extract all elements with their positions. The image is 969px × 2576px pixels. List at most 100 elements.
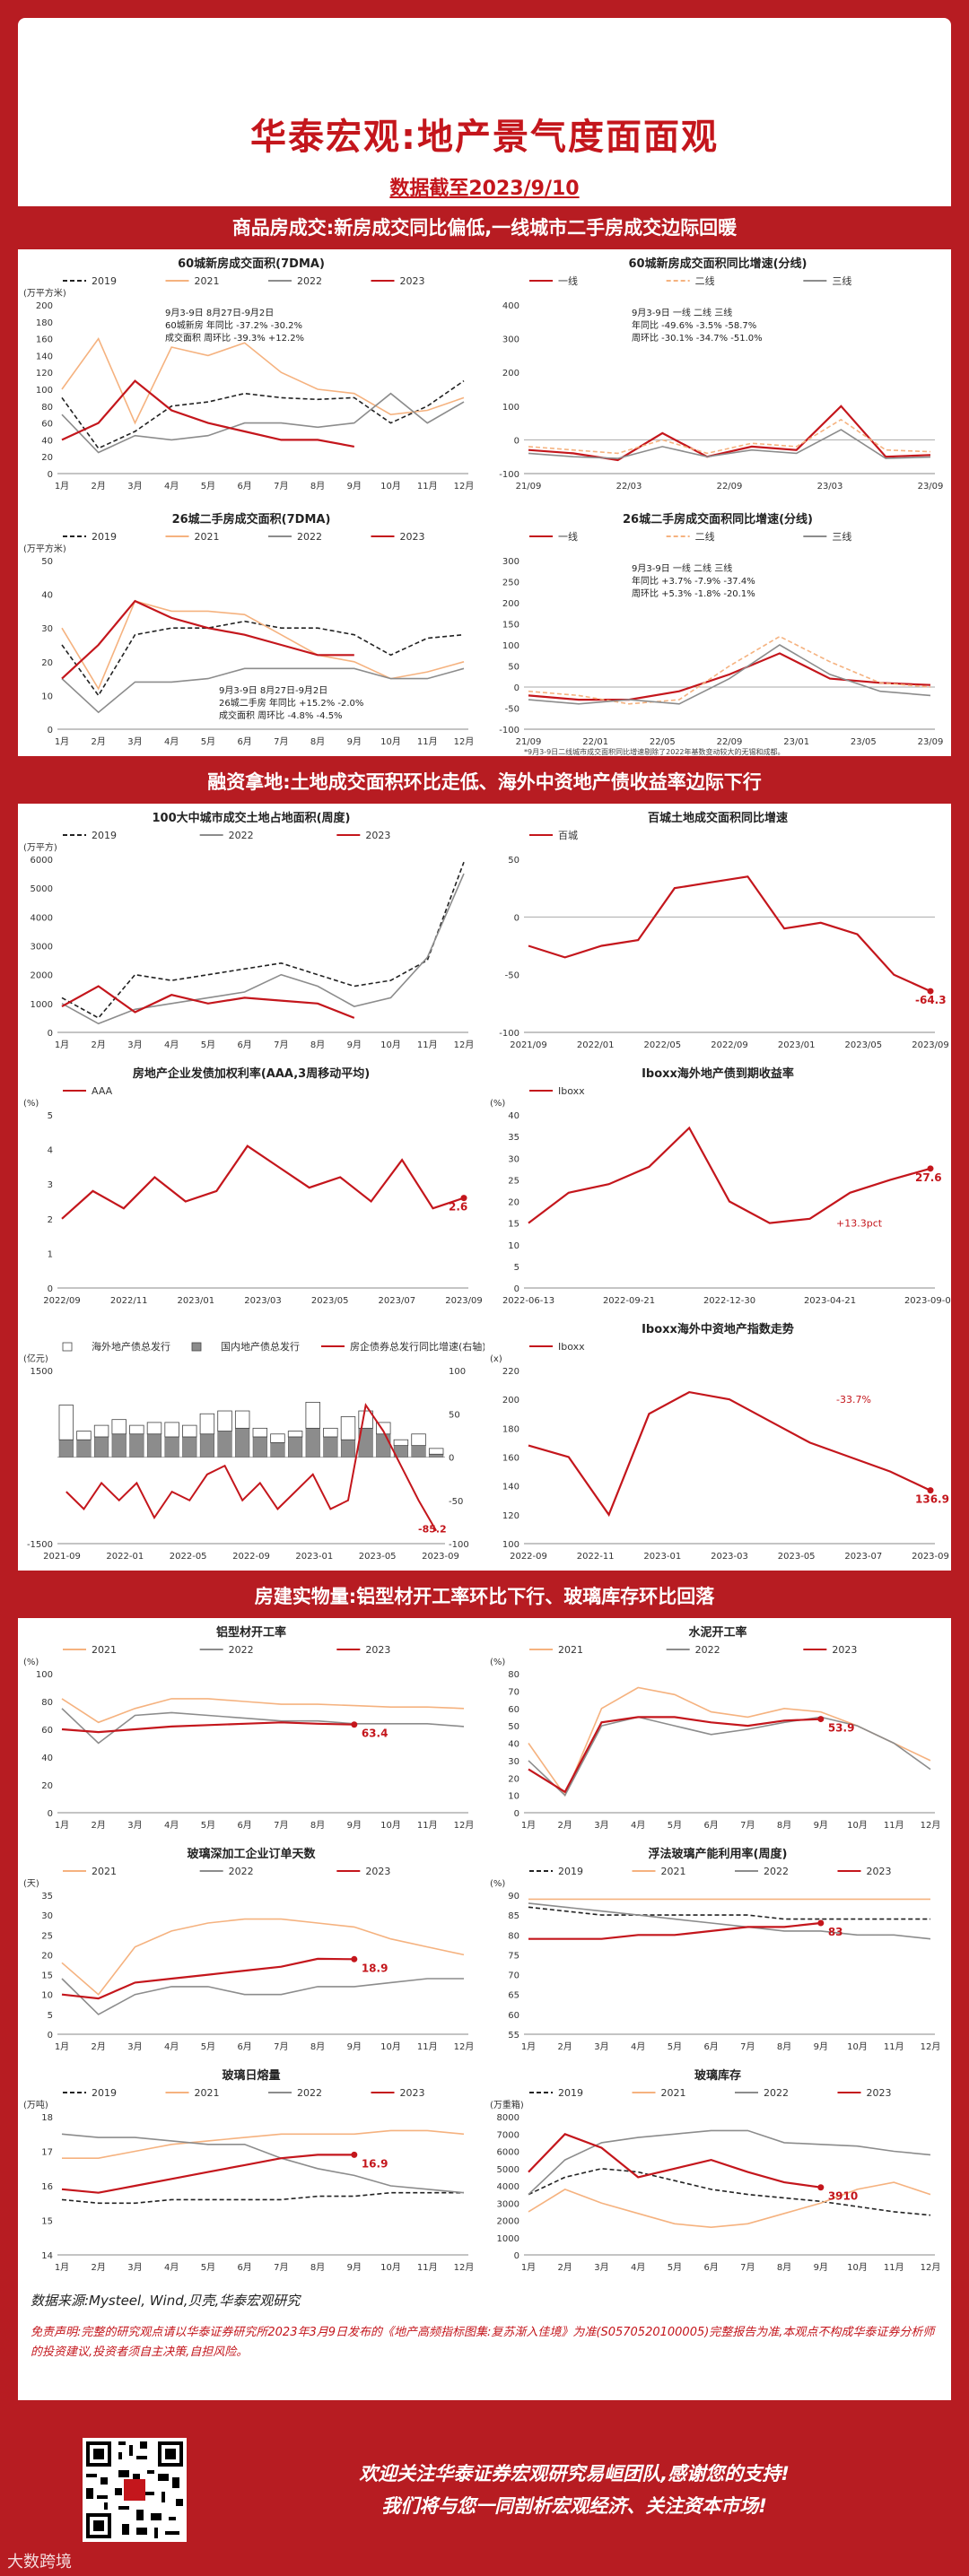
chart-title: 26城二手房成交面积(7DMA) bbox=[172, 512, 331, 527]
annotation-line: 年同比 +3.7% -7.9% -37.4% bbox=[632, 575, 755, 587]
x-tick-label: 11月 bbox=[417, 1040, 438, 1050]
x-tick-label: 4月 bbox=[631, 2041, 645, 2052]
y-tick-label: 3 bbox=[48, 1180, 53, 1190]
y-tick-label: 0 bbox=[48, 1284, 53, 1294]
axis-unit: (天) bbox=[23, 1879, 39, 1889]
bar-overseas bbox=[76, 1431, 92, 1440]
legend-label: 百城 bbox=[558, 830, 578, 841]
legend-label: 二线 bbox=[695, 530, 715, 543]
x-tick-label: 7月 bbox=[274, 736, 288, 747]
x-tick-label: 6月 bbox=[237, 1040, 251, 1050]
y-tick-label: 20 bbox=[41, 453, 53, 463]
x-tick-label: 1月 bbox=[55, 1040, 69, 1050]
y-tick-label: 10 bbox=[508, 1241, 519, 1251]
x-tick-label: 2022-05 bbox=[170, 1552, 207, 1562]
y-tick-label: 20 bbox=[508, 1198, 519, 1208]
x-tick-label: 6月 bbox=[237, 736, 251, 747]
x-tick-label: 4月 bbox=[164, 1820, 179, 1831]
chart-new-home-yoy: 60城新房成交面积同比增速(分线) 一线 二线 三线 -100 0 100 200 300 400… bbox=[499, 257, 943, 492]
end-marker bbox=[927, 1487, 934, 1494]
x-tick-label: 11月 bbox=[417, 2041, 438, 2052]
footer-source: 数据来源:Mysteel, Wind,贝壳,华泰宏观研究 bbox=[18, 2282, 951, 2318]
y-tick-label: 25 bbox=[41, 1931, 53, 1941]
y-tick-label: 90 bbox=[508, 1892, 519, 1902]
y2-tick-label: -100 bbox=[449, 1540, 469, 1550]
end-label: 53.9 bbox=[828, 1722, 855, 1735]
bar-overseas bbox=[164, 1422, 179, 1438]
bar-overseas bbox=[393, 1439, 409, 1447]
series-line-2019 bbox=[61, 2191, 464, 2205]
y-tick-label: 2000 bbox=[31, 971, 53, 981]
chart-iboxx-index: Iboxx海外中资地产指数走势 (x) Iboxx 100 120 140 160 180 20… bbox=[490, 1322, 949, 1562]
x-tick-label: 7月 bbox=[274, 2041, 288, 2052]
footer-disclaimer: 免责声明:完整的研究观点请以华泰证券研究所2023年3月9日发布的《地产高频指标… bbox=[18, 2318, 951, 2400]
bar-overseas bbox=[252, 1427, 268, 1438]
x-tick-label: 4月 bbox=[164, 736, 179, 747]
y-tick-label: 80 bbox=[508, 1931, 519, 1941]
x-tick-label: 2月 bbox=[92, 2041, 106, 2052]
bar-domestic bbox=[129, 1433, 144, 1458]
axis-unit: (亿元) bbox=[23, 1353, 48, 1364]
legend-label: 2022 bbox=[297, 531, 322, 543]
x-tick-label: 2023/03 bbox=[244, 1296, 282, 1306]
x-tick-label: 11月 bbox=[884, 2262, 904, 2273]
y2-tick-label: 0 bbox=[449, 1454, 454, 1464]
y-tick-label: 55 bbox=[508, 2031, 519, 2041]
x-tick-label: 8月 bbox=[310, 1040, 325, 1050]
series-line-2021 bbox=[61, 1698, 465, 1724]
y-tick-label: 30 bbox=[508, 1757, 519, 1767]
x-tick-label: 11月 bbox=[417, 736, 438, 747]
slogan-1: 欢迎关注华泰证券宏观研究易峘团队,感谢您的支持! bbox=[359, 2463, 790, 2485]
x-tick-label: 6月 bbox=[703, 1820, 718, 1831]
y-tick-label: -100 bbox=[499, 726, 519, 735]
legend-label: 2021 bbox=[92, 1644, 117, 1656]
x-tick-label: 2022-01 bbox=[106, 1552, 144, 1562]
bar-overseas bbox=[146, 1422, 162, 1435]
y2-tick-label: -50 bbox=[449, 1497, 463, 1507]
legend-label: 二线 bbox=[695, 274, 715, 287]
end-label: 63.4 bbox=[362, 1727, 388, 1740]
legend-label: 2021 bbox=[195, 2087, 220, 2099]
end-marker bbox=[817, 1716, 825, 1723]
legend-label: 国内地产债总发行 bbox=[221, 1340, 300, 1353]
chart-iboxx-yield: Iboxx海外地产债到期收益率 (%) Iboxx 0 5 10 15 20 25 30 35 40 2… bbox=[490, 1066, 951, 1306]
series-line-2022 bbox=[61, 667, 465, 714]
chart-new-home-sales: 60城新房成交面积(7DMA) (万平方米) 2019 2021 2022 2023 0 20… bbox=[23, 257, 474, 492]
y-tick-label: 3000 bbox=[497, 2199, 519, 2209]
y-tick-label: 17 bbox=[41, 2148, 53, 2158]
legend-label: 一线 bbox=[558, 274, 578, 287]
bar-domestic bbox=[94, 1436, 109, 1458]
y-tick-label: 35 bbox=[508, 1133, 519, 1143]
x-tick-label: 2023/09 bbox=[912, 1040, 949, 1050]
x-tick-label: 9月 bbox=[347, 2041, 362, 2052]
x-tick-label: 2022/01 bbox=[577, 1040, 615, 1050]
legend-label: 2021 bbox=[558, 1644, 583, 1656]
series-line-2023 bbox=[528, 1716, 821, 1794]
series-line-2021 bbox=[61, 336, 465, 425]
bar-overseas bbox=[340, 1416, 356, 1440]
x-tick-label: 10月 bbox=[847, 2041, 868, 2052]
x-tick-label: 2022-11 bbox=[577, 1552, 615, 1562]
x-tick-label: 8月 bbox=[777, 2041, 791, 2052]
y-tick-label: 6000 bbox=[31, 856, 53, 866]
y-tick-label: 50 bbox=[508, 663, 519, 673]
x-tick-label: 8月 bbox=[310, 736, 325, 747]
chart-title: 铝型材开工率 bbox=[216, 1625, 286, 1640]
x-tick-label: 10月 bbox=[380, 2041, 401, 2052]
legend-label: 2022 bbox=[764, 2087, 789, 2099]
x-tick-label: 2023/05 bbox=[311, 1296, 349, 1306]
y-tick-label: 4 bbox=[48, 1146, 53, 1156]
y-tick-label: 20 bbox=[508, 1774, 519, 1784]
y-tick-label: 30 bbox=[41, 624, 53, 634]
bar-overseas bbox=[428, 1448, 444, 1455]
brand-logo: 大数跨境 bbox=[7, 2553, 72, 2572]
x-tick-label: 3月 bbox=[594, 2262, 608, 2273]
y-tick-label: 5 bbox=[514, 1263, 519, 1273]
y-tick-label: 50 bbox=[508, 856, 519, 866]
legend-label: 2021 bbox=[195, 531, 220, 543]
legend-label: 2022 bbox=[229, 1866, 254, 1877]
x-tick-label: 2023-04-21 bbox=[804, 1296, 856, 1306]
y-tick-label: 40 bbox=[508, 1740, 519, 1750]
x-tick-label: 9月 bbox=[814, 1820, 828, 1831]
